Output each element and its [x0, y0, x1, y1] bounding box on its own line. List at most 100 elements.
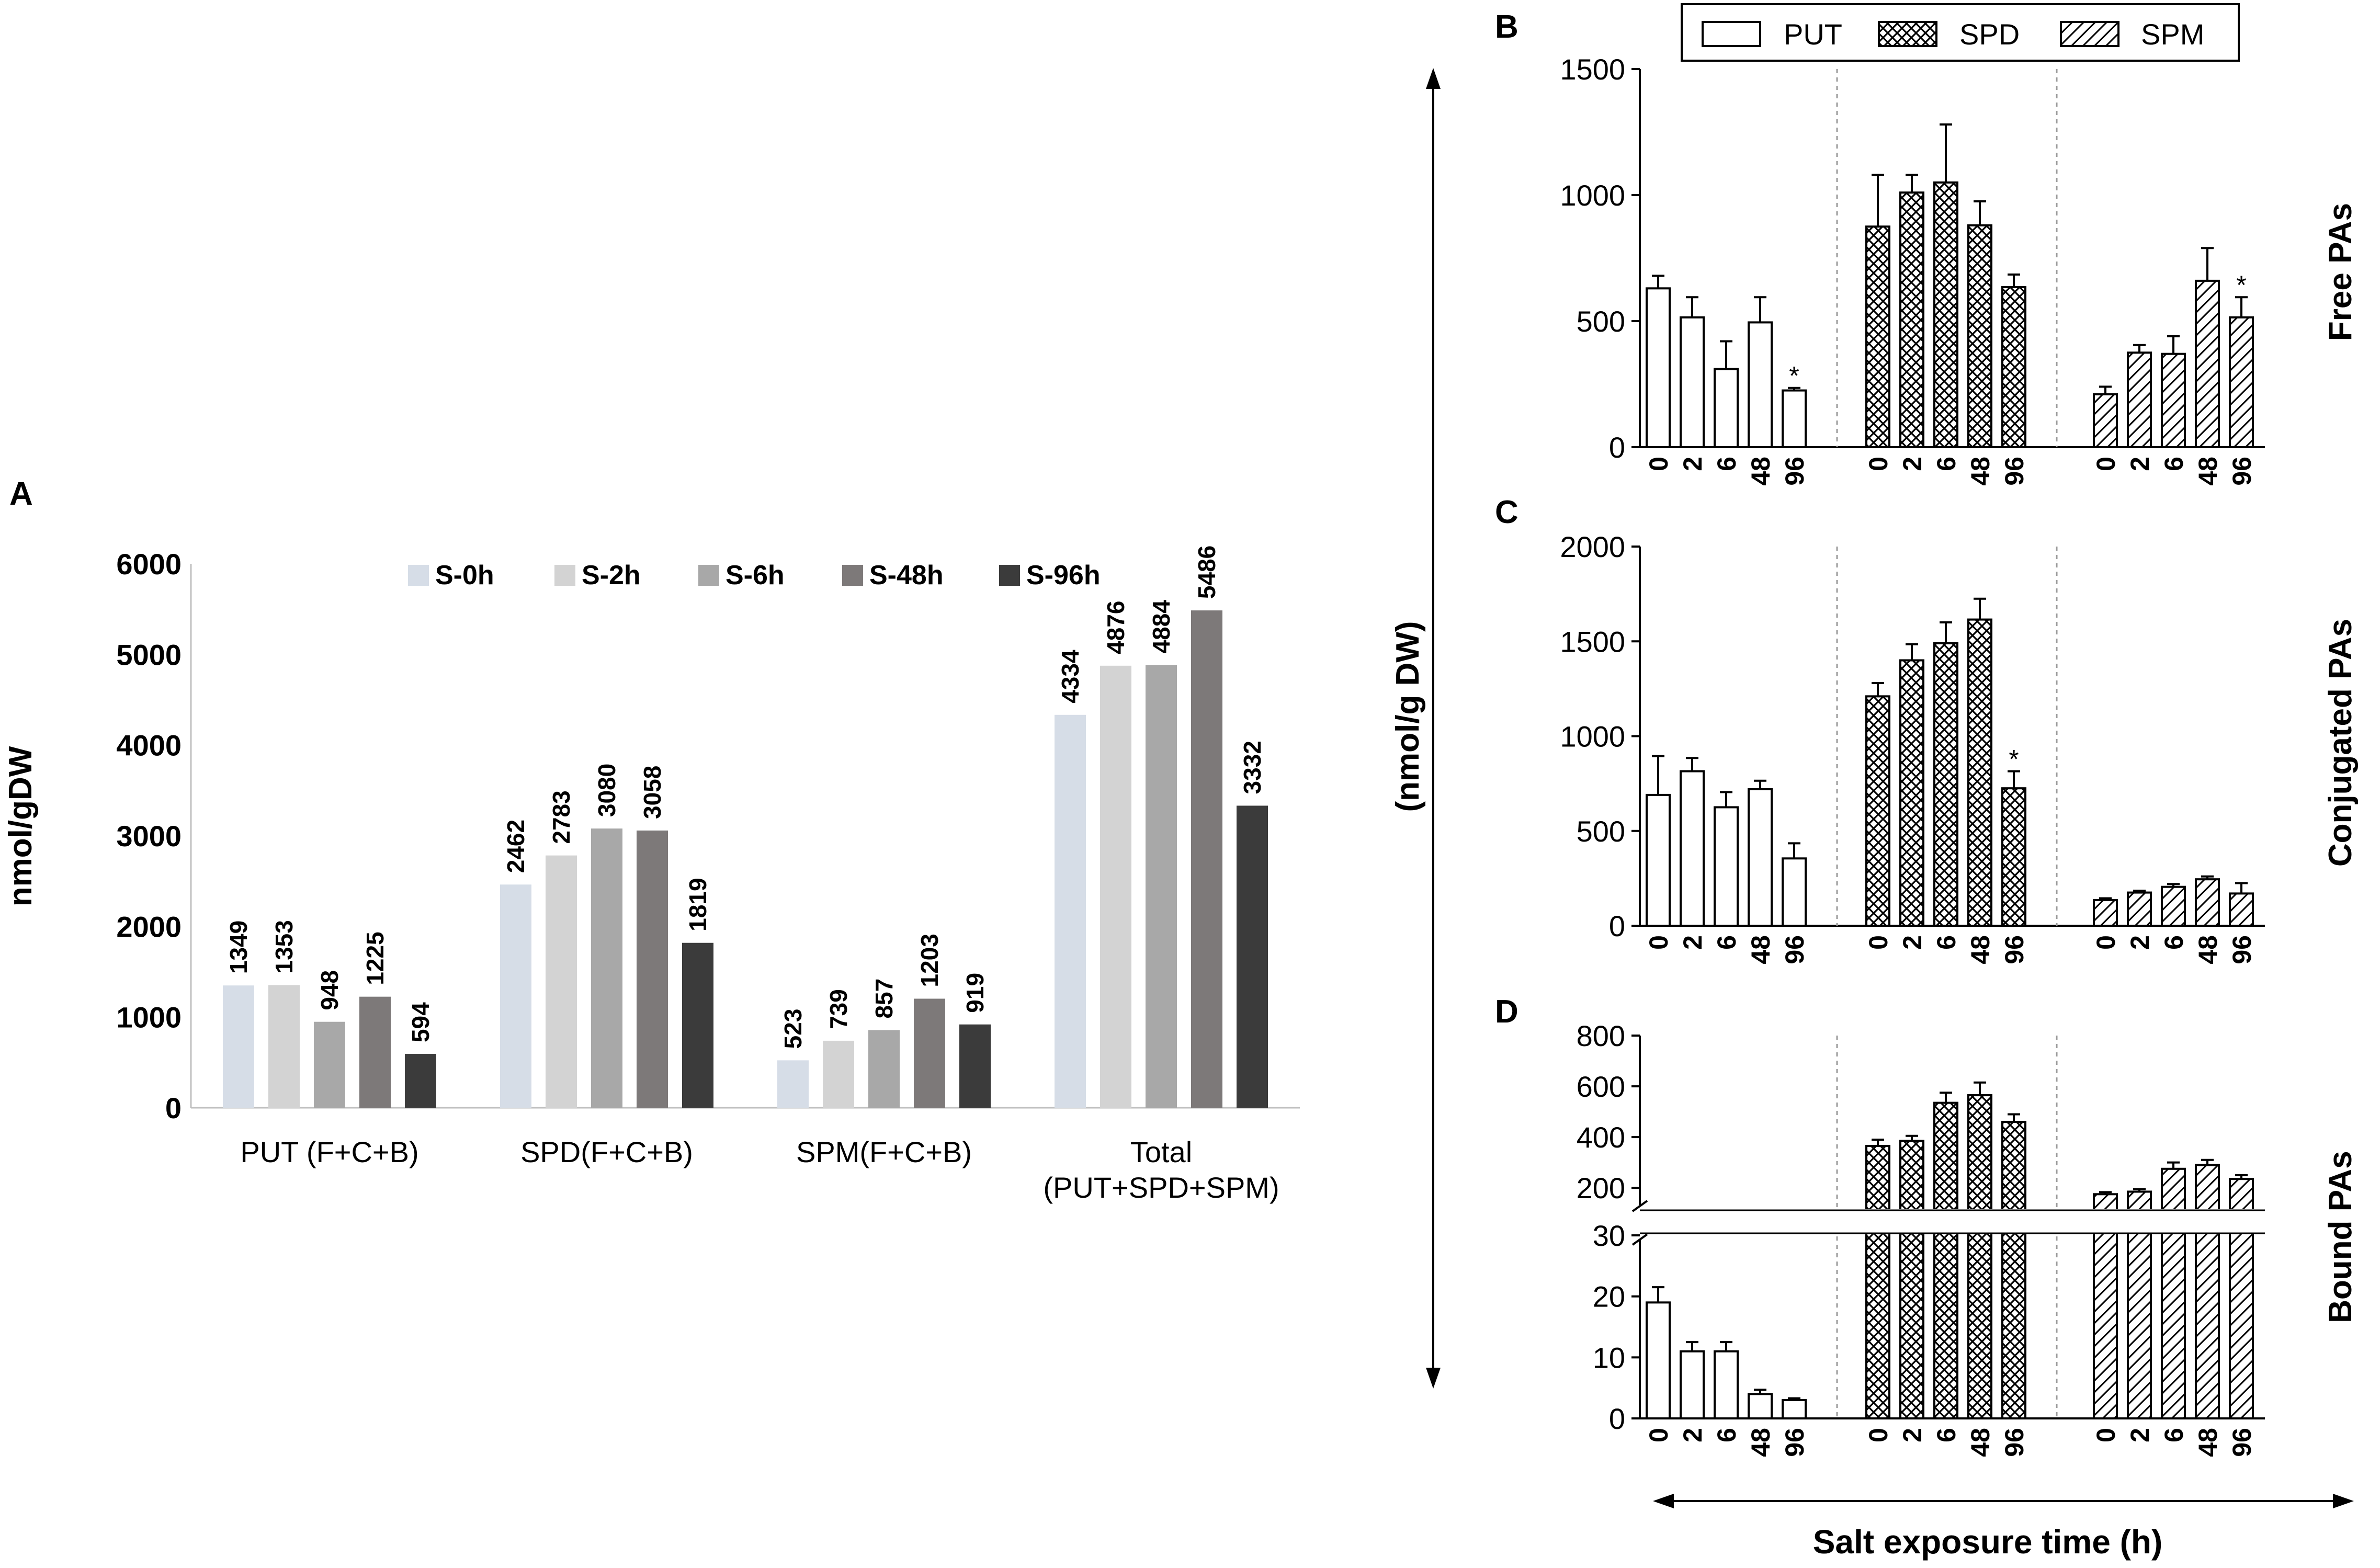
panel-a-data-label: 2783 [548, 790, 575, 844]
panel-a-legend-swatch [842, 565, 863, 586]
panel-c-y-tick-label: 2000 [1560, 530, 1625, 563]
shared-x-arrow: Salt exposure time (h) [1653, 1494, 2354, 1561]
panel-c-x-tick-label: 0 [2091, 935, 2121, 950]
panel-d-x-tick-label: 6 [1932, 1428, 1961, 1442]
panel-a-bar [959, 1024, 991, 1108]
panel-a-legend-label: S-96h [1026, 560, 1101, 590]
panel-c-x-tick-label: 96 [2000, 935, 2029, 964]
legend-swatch-spd [1878, 21, 1937, 47]
panel-a-legend-label: S-2h [582, 560, 641, 590]
panel-a-bar [914, 998, 945, 1108]
panel-d-bar [1680, 1350, 1705, 1420]
panel-d-y-tick-label: 600 [1577, 1070, 1625, 1103]
panel-a-y-tick-label: 4000 [116, 729, 182, 762]
panel-a-category-label: PUT (F+C+B) [240, 1135, 418, 1168]
panel-d-y-tick-label: 200 [1577, 1172, 1625, 1205]
panel-d-x-tick-label: 96 [1780, 1428, 1809, 1457]
panel-a-y-tick-label: 1000 [116, 1001, 182, 1034]
panel-b-x-tick-label: 48 [2193, 457, 2223, 486]
panel-c-x-tick-label: 96 [2227, 935, 2257, 964]
panel-c-bar [1646, 793, 1671, 927]
panel-c-x-tick-label: 0 [1864, 935, 1893, 950]
panel-b-bar [1782, 389, 1807, 448]
panel-a-y-tick-label: 0 [165, 1092, 182, 1124]
legend-label-spd: SPD [1959, 18, 2020, 51]
panel-b-x-tick-label: 2 [2125, 457, 2155, 471]
panel-d-y-tick-label: 0 [1609, 1402, 1625, 1435]
panel-d-x-tick-label: 0 [2091, 1428, 2121, 1442]
panel-d-x-tick-label: 48 [1746, 1428, 1775, 1457]
panel-c-y-tick-label: 0 [1609, 910, 1625, 942]
panel-a-bar [500, 884, 531, 1108]
panel-b-x-tick-label: 0 [1864, 457, 1893, 471]
panel-d-bar [2161, 1167, 2186, 1419]
panel-b-bar [2161, 353, 2186, 448]
panel-label-c: C [1495, 494, 1518, 530]
panel-b-x-tick-label: 0 [2091, 457, 2121, 471]
panel-c-x-tick-label: 48 [2193, 935, 2223, 964]
panel-a-legend-swatch [408, 565, 429, 586]
panel-a-data-label: 523 [779, 1009, 807, 1049]
panel-a-data-label: 4334 [1057, 650, 1084, 703]
panel-c-bar [1680, 770, 1705, 927]
panel-d-bar [1748, 1393, 1773, 1419]
panel-c-x-tick-label: 0 [1644, 935, 1673, 950]
panel-a-bar [682, 942, 713, 1108]
panel-d-x-tick-label: 6 [1712, 1428, 1741, 1442]
panel-a-data-label: 4876 [1102, 600, 1129, 654]
panel-a-bar [637, 830, 668, 1108]
shared-y-arrow: (nmol/g DW) [1390, 68, 1441, 1389]
panel-c-significance-star: * [2009, 745, 2019, 774]
panel-a-data-label: 919 [961, 973, 989, 1013]
panel-c-bar [1782, 857, 1807, 927]
panel-b-bar [1865, 225, 1890, 448]
vertical-arrow-head-bottom [1426, 1368, 1441, 1389]
panel-a-chart: nmol/gDW S-0h S-2h S-6h S-48h S-96h 0 1000 200… [3, 546, 1300, 1204]
panel-b-x-tick-label: 6 [2159, 457, 2189, 471]
panel-b-bar [2093, 393, 2118, 449]
panel-c-y-tick-label: 500 [1577, 815, 1625, 848]
panel-c-bar [2195, 878, 2220, 927]
panel-c-x-tick-label: 2 [1678, 935, 1707, 950]
panel-c-bar [1714, 806, 1739, 927]
panel-c-bar [1865, 695, 1890, 927]
panel-b-x-tick-label: 96 [1780, 457, 1809, 486]
panel-c-x-tick-label: 6 [1932, 935, 1961, 950]
panel-d-x-tick-label: 48 [2193, 1428, 2223, 1457]
panel-d-y-tick-label: 400 [1577, 1121, 1625, 1154]
panel-a-bar [823, 1040, 854, 1108]
panel-d-bar [1714, 1350, 1739, 1420]
horizontal-arrow-head-left [1653, 1494, 1674, 1508]
panel-a-bar [1100, 665, 1131, 1108]
horizontal-arrow-head-right [2333, 1494, 2354, 1508]
vertical-arrow-head-top [1426, 68, 1441, 89]
panel-d-bar [1646, 1301, 1671, 1419]
panel-a-bar [546, 855, 577, 1108]
panel-b-x-tick-label: 48 [1966, 457, 1995, 486]
panel-a-bar [405, 1054, 436, 1108]
shared-y-axis-label: (nmol/g DW) [1390, 621, 1426, 812]
panel-c-bar [2001, 787, 2026, 927]
panel-d-x-tick-label: 6 [2159, 1428, 2189, 1442]
panel-label-a: A [9, 476, 33, 512]
panel-b-x-tick-label: 2 [1898, 457, 1927, 471]
panel-c-bar [1748, 788, 1773, 927]
panel-c-bar [2161, 885, 2186, 927]
panel-a-data-label: 1353 [270, 920, 298, 973]
panel-b-bar [1967, 224, 1992, 448]
panel-d-axis-break-mark [1631, 1233, 1648, 1246]
panel-c-side-label: Conjugated PAs [2322, 619, 2359, 867]
panel-a-legend-label: S-0h [435, 560, 494, 590]
panel-a-legend-label: S-48h [869, 560, 944, 590]
panel-b-side-label: Free PAs [2322, 203, 2359, 341]
panel-d-axis-break-mark [1631, 1200, 1648, 1212]
panel-a-data-label: 1225 [361, 931, 389, 985]
panel-c-x-tick-label: 48 [1746, 935, 1775, 964]
panel-d-y-tick-label: 20 [1593, 1280, 1625, 1313]
panel-a-bar [591, 828, 622, 1108]
panel-d-x-tick-label: 96 [2227, 1428, 2257, 1457]
panel-d-y-tick-label: 10 [1593, 1341, 1625, 1374]
panel-b-bar [2195, 279, 2220, 448]
